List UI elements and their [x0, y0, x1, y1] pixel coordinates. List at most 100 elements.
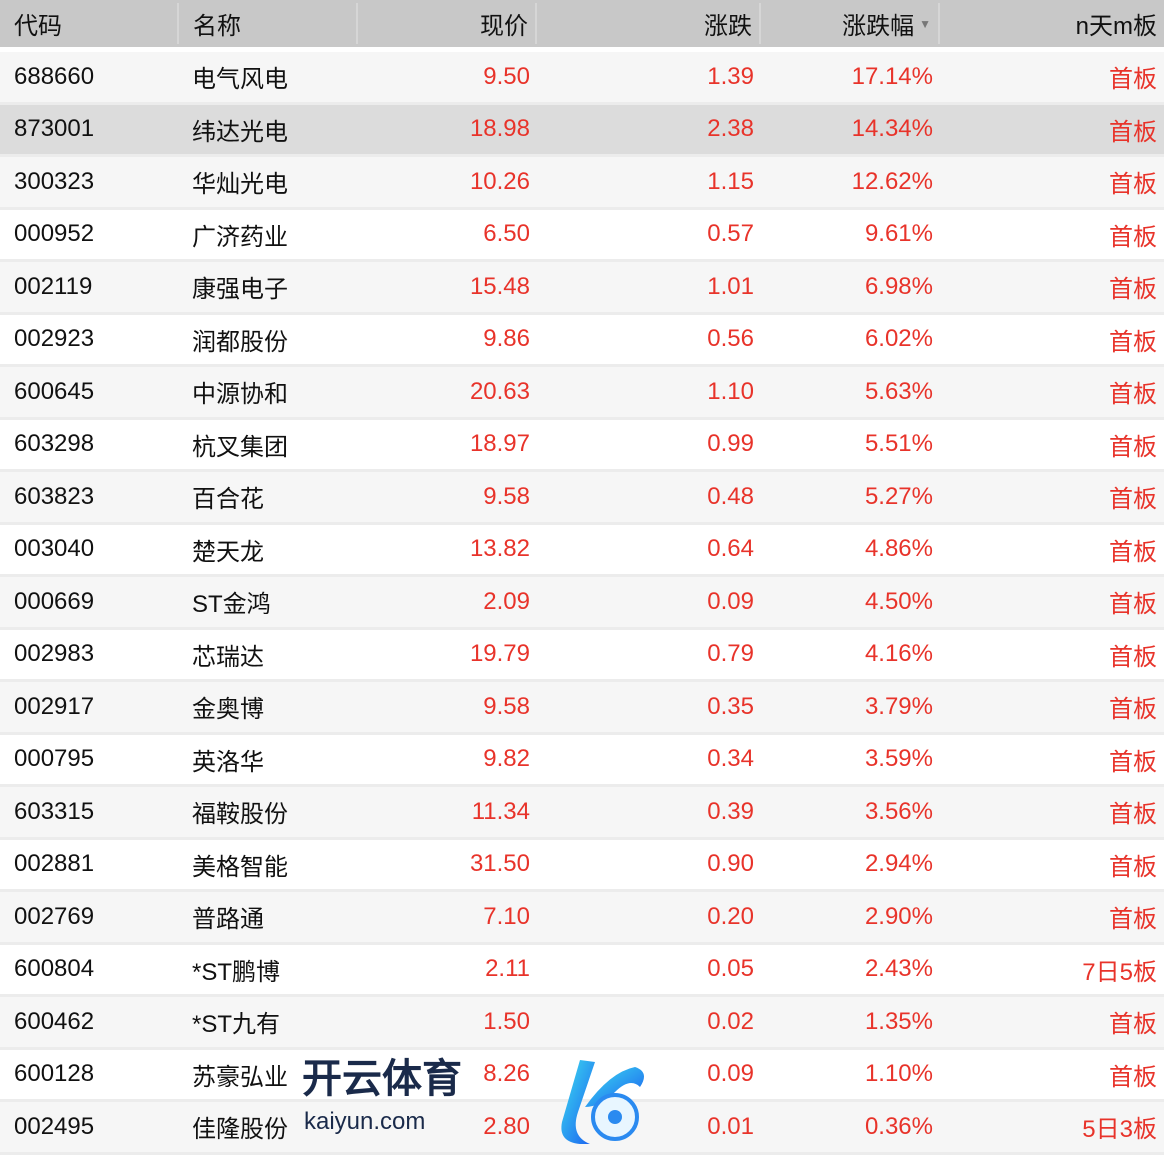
- table-body: 688660 电气风电 9.50 1.39 17.14% 首板 873001 纬达光电 18.9…: [0, 52, 1164, 1155]
- cell-code-text: 600645: [14, 377, 95, 405]
- cell-pct: 17.14%: [761, 63, 940, 91]
- table-row[interactable]: 300323 华灿光电 10.26 1.15 12.62% 首板: [0, 157, 1164, 210]
- table-row[interactable]: 603298 杭叉集团 18.97 0.99 5.51% 首板: [0, 419, 1164, 472]
- cell-board: 首板: [940, 479, 1164, 514]
- cell-pct: 5.51%: [761, 430, 940, 458]
- cell-pct: 5.63%: [761, 378, 940, 406]
- cell-board-text: 7日5板: [1082, 958, 1157, 986]
- cell-name-text: 广济药业: [192, 223, 288, 251]
- table-row[interactable]: 000795 英洛华 9.82 0.34 3.59% 首板: [0, 734, 1164, 787]
- cell-board: 首板: [940, 1004, 1164, 1039]
- cell-change-text: 0.20: [707, 902, 754, 930]
- cell-pct-text: 9.61%: [864, 220, 933, 248]
- cell-code-text: 003040: [14, 535, 95, 563]
- cell-board-text: 首板: [1109, 276, 1157, 304]
- header-name[interactable]: 名称: [179, 3, 358, 44]
- cell-change: 0.90: [537, 850, 761, 878]
- cell-price-text: 9.82: [483, 745, 530, 773]
- cell-name-text: 普路通: [192, 906, 264, 934]
- cell-change: 0.09: [537, 588, 761, 616]
- cell-change-text: 1.10: [707, 377, 754, 405]
- cell-board: 首板: [940, 742, 1164, 777]
- cell-change-text: 0.48: [707, 482, 754, 510]
- cell-code-text: 603823: [14, 482, 95, 510]
- cell-change: 0.79: [537, 640, 761, 668]
- cell-pct: 4.16%: [761, 640, 940, 668]
- table-row[interactable]: 002917 金奥博 9.58 0.35 3.79% 首板: [0, 682, 1164, 735]
- table-row[interactable]: 002769 普路通 7.10 0.20 2.90% 首板: [0, 892, 1164, 945]
- cell-price: 9.58: [358, 483, 537, 511]
- cell-price: 13.82: [358, 535, 537, 563]
- cell-board: 首板: [940, 794, 1164, 829]
- cell-name-text: 电气风电: [192, 66, 288, 94]
- cell-code: 603315: [0, 798, 179, 826]
- cell-board-text: 首板: [1109, 223, 1157, 251]
- cell-pct: 6.98%: [761, 273, 940, 301]
- table-row[interactable]: 003040 楚天龙 13.82 0.64 4.86% 首板: [0, 524, 1164, 577]
- cell-name: 纬达光电: [179, 112, 358, 147]
- table-row[interactable]: 873001 纬达光电 18.98 2.38 14.34% 首板: [0, 104, 1164, 157]
- table-row[interactable]: 600128 苏豪弘业 8.26 0.09 1.10% 首板: [0, 1049, 1164, 1102]
- table-row[interactable]: 603823 百合花 9.58 0.48 5.27% 首板: [0, 472, 1164, 525]
- cell-code: 002119: [0, 273, 179, 301]
- cell-name-text: 楚天龙: [192, 538, 264, 566]
- cell-board: 首板: [940, 1057, 1164, 1092]
- cell-price-text: 19.79: [469, 640, 530, 668]
- cell-code-text: 600804: [14, 955, 95, 983]
- table-row[interactable]: 002923 润都股份 9.86 0.56 6.02% 首板: [0, 314, 1164, 367]
- cell-change: 0.57: [537, 220, 761, 248]
- cell-change-text: 0.35: [707, 692, 754, 720]
- cell-change-text: 2.38: [707, 115, 754, 143]
- cell-price-text: 7.10: [483, 902, 530, 930]
- table-row[interactable]: 688660 电气风电 9.50 1.39 17.14% 首板: [0, 52, 1164, 105]
- table-row[interactable]: 000952 广济药业 6.50 0.57 9.61% 首板: [0, 209, 1164, 262]
- header-pct[interactable]: 涨跌幅 ▼: [761, 3, 940, 44]
- table-row[interactable]: 603315 福鞍股份 11.34 0.39 3.56% 首板: [0, 787, 1164, 840]
- cell-code: 000795: [0, 745, 179, 773]
- cell-board-text: 首板: [1109, 906, 1157, 934]
- cell-board: 首板: [940, 217, 1164, 252]
- cell-price-text: 10.26: [469, 167, 530, 195]
- cell-board: 首板: [940, 689, 1164, 724]
- cell-code-text: 600462: [14, 1007, 95, 1035]
- cell-change-text: 0.99: [707, 430, 754, 458]
- table-row[interactable]: 002983 芯瑞达 19.79 0.79 4.16% 首板: [0, 629, 1164, 682]
- cell-name-text: 中源协和: [192, 381, 288, 409]
- header-change-label: 涨跌: [704, 13, 752, 40]
- cell-pct: 2.43%: [761, 955, 940, 983]
- cell-change-text: 0.01: [707, 1112, 754, 1140]
- cell-price-text: 1.50: [483, 1007, 530, 1035]
- cell-code-text: 000795: [14, 745, 95, 773]
- table-row[interactable]: 600462 *ST九有 1.50 0.02 1.35% 首板: [0, 997, 1164, 1050]
- cell-name-text: ST金鸿: [192, 591, 271, 619]
- cell-change: 0.64: [537, 535, 761, 563]
- cell-name: 英洛华: [179, 742, 358, 777]
- header-code[interactable]: 代码: [0, 3, 179, 44]
- table-row[interactable]: 002881 美格智能 31.50 0.90 2.94% 首板: [0, 839, 1164, 892]
- cell-board: 首板: [940, 532, 1164, 567]
- cell-name-text: 康强电子: [192, 276, 288, 304]
- table-row[interactable]: 000669 ST金鸿 2.09 0.09 4.50% 首板: [0, 577, 1164, 630]
- table-row[interactable]: 600804 *ST鹏博 2.11 0.05 2.43% 7日5板: [0, 944, 1164, 997]
- cell-price-text: 2.80: [483, 1112, 530, 1140]
- table-row[interactable]: 002119 康强电子 15.48 1.01 6.98% 首板: [0, 262, 1164, 315]
- cell-change: 0.05: [537, 955, 761, 983]
- cell-price: 9.50: [358, 63, 537, 91]
- table-row[interactable]: 002495 佳隆股份 2.80 0.01 0.36% 5日3板: [0, 1102, 1164, 1155]
- cell-code: 600128: [0, 1060, 179, 1088]
- cell-change-text: 0.57: [707, 220, 754, 248]
- header-board[interactable]: n天m板: [940, 3, 1164, 44]
- cell-name: 电气风电: [179, 59, 358, 94]
- cell-code: 688660: [0, 63, 179, 91]
- table-row[interactable]: 600645 中源协和 20.63 1.10 5.63% 首板: [0, 367, 1164, 420]
- header-price[interactable]: 现价: [358, 3, 537, 44]
- cell-board-text: 首板: [1109, 118, 1157, 146]
- cell-name-text: 金奥博: [192, 696, 264, 724]
- cell-change-text: 1.15: [707, 167, 754, 195]
- cell-name-text: 纬达光电: [192, 118, 288, 146]
- cell-code: 002495: [0, 1113, 179, 1141]
- header-change[interactable]: 涨跌: [537, 3, 761, 44]
- cell-price-text: 9.50: [483, 62, 530, 90]
- cell-code-text: 688660: [14, 62, 95, 90]
- cell-name: *ST鹏博: [179, 952, 358, 987]
